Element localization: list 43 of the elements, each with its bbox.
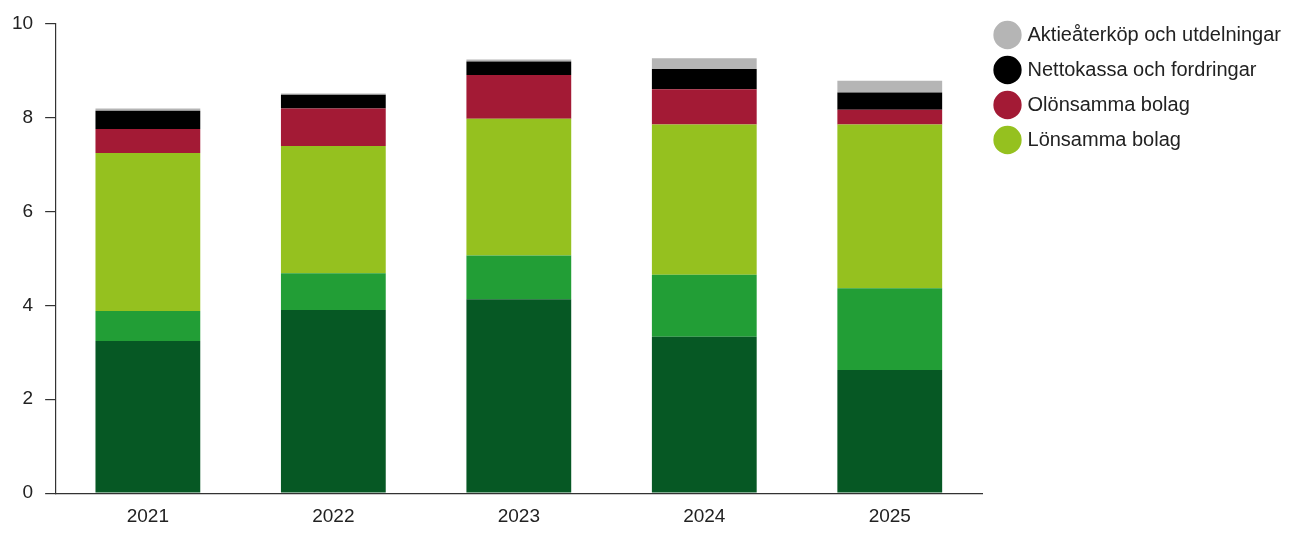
bar bbox=[95, 340, 201, 493]
bar bbox=[280, 309, 386, 493]
bar bbox=[651, 274, 757, 337]
bar bbox=[280, 108, 386, 147]
bar bbox=[651, 58, 757, 69]
bar bbox=[280, 94, 386, 109]
bar bbox=[280, 146, 386, 274]
y-tick-label: 4 bbox=[22, 293, 34, 315]
y-tick-label: 6 bbox=[22, 199, 34, 221]
bar bbox=[466, 118, 572, 256]
bar bbox=[95, 310, 201, 341]
y-tick-label: 2 bbox=[22, 387, 34, 409]
bar bbox=[466, 75, 572, 119]
legend-label: Aktieåterköp och utdelningar bbox=[1027, 22, 1282, 45]
y-tick-label: 0 bbox=[22, 481, 34, 503]
bar bbox=[651, 336, 757, 493]
x-tick-label: 2021 bbox=[126, 504, 170, 526]
y-tick-label: 10 bbox=[11, 11, 34, 33]
bar bbox=[95, 110, 201, 130]
x-tick-label: 2025 bbox=[868, 504, 911, 526]
legend-label: Nettokassa och fordringar bbox=[1027, 57, 1257, 80]
bar bbox=[837, 109, 943, 125]
bar bbox=[837, 370, 943, 493]
x-tick-label: 2024 bbox=[683, 504, 726, 526]
bar bbox=[95, 129, 201, 154]
bar bbox=[95, 108, 201, 111]
bar bbox=[466, 299, 572, 493]
bar bbox=[280, 273, 386, 310]
bar bbox=[651, 124, 757, 275]
x-tick-label: 2023 bbox=[497, 504, 540, 526]
legend-label: Olönsamma bolag bbox=[1027, 92, 1190, 115]
y-tick-label: 8 bbox=[22, 105, 34, 127]
bar bbox=[95, 153, 201, 311]
legend-label: Lönsamma bolag bbox=[1027, 127, 1181, 150]
bar bbox=[466, 255, 572, 300]
bar bbox=[837, 92, 943, 110]
x-tick-label: 2022 bbox=[312, 504, 355, 526]
bar bbox=[837, 124, 943, 289]
bar bbox=[837, 288, 943, 371]
bar bbox=[466, 61, 572, 76]
bar bbox=[651, 89, 757, 125]
bar bbox=[837, 80, 943, 93]
bar bbox=[651, 68, 757, 90]
